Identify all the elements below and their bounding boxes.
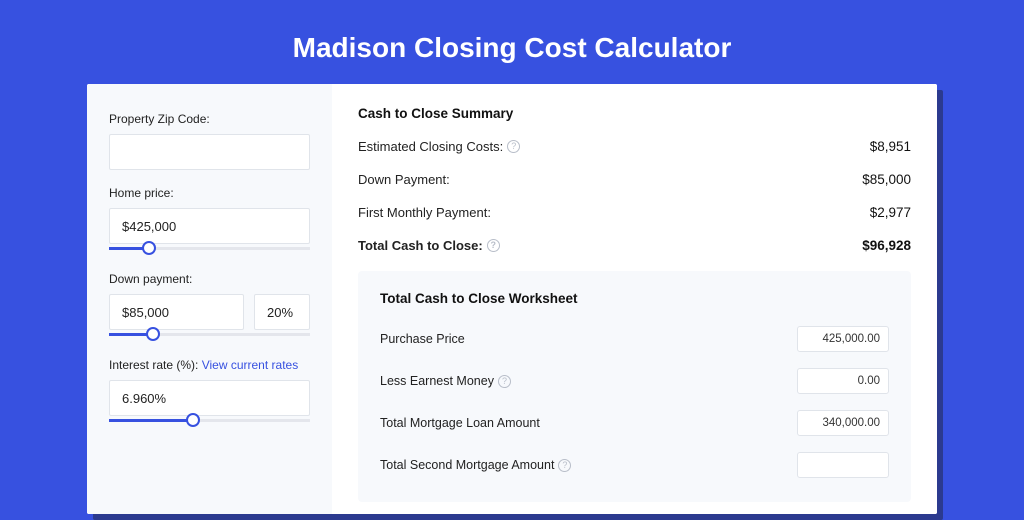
down-payment-pct-input[interactable] [254, 294, 310, 330]
current-rates-link[interactable]: View current rates [202, 358, 299, 372]
worksheet-card: Total Cash to Close Worksheet Purchase P… [358, 271, 911, 502]
page-title: Madison Closing Cost Calculator [0, 0, 1024, 84]
ws-label-text: Total Mortgage Loan Amount [380, 416, 540, 430]
help-icon[interactable]: ? [498, 375, 511, 388]
home-price-field-group: Home price: [109, 186, 310, 256]
summary-row-closing-costs: Estimated Closing Costs: ? $8,951 [358, 139, 911, 154]
zip-input[interactable] [109, 134, 310, 170]
ws-row-mortgage-amount: Total Mortgage Loan Amount 340,000.00 [380, 410, 889, 436]
home-price-label: Home price: [109, 186, 310, 200]
slider-thumb[interactable] [142, 241, 156, 255]
down-payment-input[interactable] [109, 294, 244, 330]
ws-value[interactable] [797, 452, 889, 478]
summary-label: Estimated Closing Costs: ? [358, 139, 520, 154]
down-payment-row [109, 294, 310, 330]
ws-row-purchase-price: Purchase Price 425,000.00 [380, 326, 889, 352]
help-icon[interactable]: ? [487, 239, 500, 252]
ws-label: Total Mortgage Loan Amount [380, 416, 540, 430]
calculator-card: Property Zip Code: Home price: Down paym… [87, 84, 937, 514]
ws-label-text: Less Earnest Money [380, 374, 494, 388]
slider-thumb[interactable] [146, 327, 160, 341]
ws-label: Purchase Price [380, 332, 465, 346]
down-payment-slider[interactable] [109, 328, 310, 342]
ws-label-text: Purchase Price [380, 332, 465, 346]
ws-value[interactable]: 340,000.00 [797, 410, 889, 436]
ws-value[interactable]: 425,000.00 [797, 326, 889, 352]
interest-slider[interactable] [109, 414, 310, 428]
ws-label: Total Second Mortgage Amount ? [380, 458, 571, 472]
slider-thumb[interactable] [186, 413, 200, 427]
summary-label: Down Payment: [358, 172, 450, 187]
interest-label-text: Interest rate (%): [109, 358, 198, 372]
summary-row-first-payment: First Monthly Payment: $2,977 [358, 205, 911, 220]
summary-title: Cash to Close Summary [358, 106, 911, 121]
down-payment-field-group: Down payment: [109, 272, 310, 342]
summary-row-total: Total Cash to Close: ? $96,928 [358, 238, 911, 253]
help-icon[interactable]: ? [558, 459, 571, 472]
down-payment-label: Down payment: [109, 272, 310, 286]
calculator-container: Property Zip Code: Home price: Down paym… [87, 84, 937, 514]
help-icon[interactable]: ? [507, 140, 520, 153]
summary-label: Total Cash to Close: ? [358, 238, 500, 253]
slider-fill [109, 419, 193, 422]
worksheet-title: Total Cash to Close Worksheet [380, 291, 889, 306]
interest-input[interactable] [109, 380, 310, 416]
zip-label: Property Zip Code: [109, 112, 310, 126]
ws-row-second-mortgage: Total Second Mortgage Amount ? [380, 452, 889, 478]
ws-label-text: Total Second Mortgage Amount [380, 458, 554, 472]
ws-row-earnest-money: Less Earnest Money ? 0.00 [380, 368, 889, 394]
summary-value: $2,977 [870, 205, 911, 220]
inputs-panel: Property Zip Code: Home price: Down paym… [87, 84, 332, 514]
summary-label: First Monthly Payment: [358, 205, 491, 220]
summary-label-text: Estimated Closing Costs: [358, 139, 503, 154]
summary-label-text: Total Cash to Close: [358, 238, 483, 253]
home-price-slider[interactable] [109, 242, 310, 256]
summary-value: $96,928 [862, 238, 911, 253]
ws-value[interactable]: 0.00 [797, 368, 889, 394]
summary-row-down-payment: Down Payment: $85,000 [358, 172, 911, 187]
results-panel: Cash to Close Summary Estimated Closing … [332, 84, 937, 514]
summary-value: $85,000 [862, 172, 911, 187]
home-price-input[interactable] [109, 208, 310, 244]
summary-label-text: Down Payment: [358, 172, 450, 187]
ws-label: Less Earnest Money ? [380, 374, 511, 388]
summary-label-text: First Monthly Payment: [358, 205, 491, 220]
zip-field-group: Property Zip Code: [109, 112, 310, 170]
interest-field-group: Interest rate (%): View current rates [109, 358, 310, 428]
interest-label: Interest rate (%): View current rates [109, 358, 310, 372]
summary-value: $8,951 [870, 139, 911, 154]
